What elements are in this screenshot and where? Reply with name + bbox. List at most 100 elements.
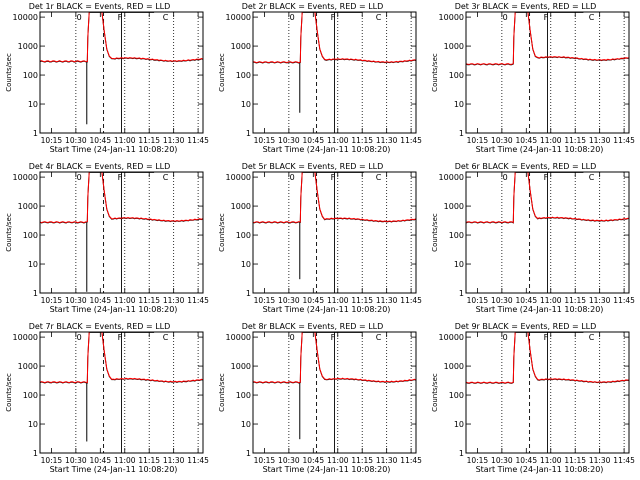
lld-series-line bbox=[466, 12, 629, 66]
y-tick-label: 1000 bbox=[444, 362, 464, 371]
plot-frame bbox=[465, 171, 630, 294]
x-tick-label: 10:15 bbox=[254, 296, 276, 305]
panel-title: Det 4r BLACK = Events, RED = LLD bbox=[29, 162, 171, 171]
panel-title: Det 9r BLACK = Events, RED = LLD bbox=[455, 322, 597, 331]
x-tick-label: 10:45 bbox=[302, 296, 324, 305]
y-tick-label: 10 bbox=[28, 420, 38, 429]
x-tick-label: 10:30 bbox=[491, 296, 513, 305]
x-tick-label: 10:45 bbox=[302, 456, 324, 465]
y-tick-label: 10000 bbox=[226, 173, 251, 182]
y-axis-label: Counts/sec bbox=[431, 53, 439, 92]
x-tick-label: 11:45 bbox=[613, 296, 635, 305]
x-tick-label: 11:30 bbox=[376, 136, 398, 145]
plot-frame bbox=[39, 11, 204, 134]
plot-frame bbox=[39, 171, 204, 294]
attenuator-state-label: C bbox=[163, 173, 169, 182]
x-tick-label: 10:15 bbox=[41, 456, 63, 465]
y-tick-label: 1000 bbox=[231, 202, 251, 211]
x-tick-label: 11:45 bbox=[400, 456, 422, 465]
x-tick-label: 10:45 bbox=[515, 456, 537, 465]
x-tick-label: 10:15 bbox=[41, 296, 63, 305]
attenuator-state-label: 0 bbox=[503, 13, 508, 22]
attenuator-state-label: F bbox=[331, 173, 336, 182]
y-axis-label: Counts/sec bbox=[5, 213, 13, 252]
x-tick-label: 11:15 bbox=[564, 136, 586, 145]
y-tick-label: 1000 bbox=[18, 362, 38, 371]
y-tick-label: 10000 bbox=[13, 333, 38, 342]
lld-series-line bbox=[40, 332, 203, 384]
attenuator-state-label: C bbox=[376, 333, 382, 342]
attenuator-state-label: F bbox=[331, 333, 336, 342]
y-tick-label: 100 bbox=[236, 71, 251, 80]
plot-frame bbox=[252, 331, 417, 454]
x-axis-label: Start Time (24-Jan-11 10:08:20) bbox=[263, 465, 391, 474]
attenuator-state-label: C bbox=[376, 173, 382, 182]
x-tick-label: 11:15 bbox=[138, 296, 160, 305]
y-tick-label: 100 bbox=[236, 231, 251, 240]
y-tick-label: 100 bbox=[449, 231, 464, 240]
y-axis-label: Counts/sec bbox=[5, 53, 13, 92]
x-tick-label: 11:15 bbox=[138, 136, 160, 145]
x-tick-label: 11:00 bbox=[327, 136, 349, 145]
y-tick-label: 1 bbox=[459, 289, 464, 298]
attenuator-state-label: C bbox=[163, 13, 169, 22]
x-axis-label: Start Time (24-Jan-11 10:08:20) bbox=[263, 145, 391, 154]
detector-panel: Det 2r BLACK = Events, RED = LLD 1 10 100 10… bbox=[218, 2, 422, 154]
y-axis-label: Counts/sec bbox=[218, 53, 226, 92]
y-tick-label: 1 bbox=[246, 289, 251, 298]
x-tick-label: 11:15 bbox=[351, 456, 373, 465]
attenuator-state-label: 0 bbox=[290, 173, 295, 182]
lld-series-line bbox=[253, 172, 416, 224]
y-tick-label: 1 bbox=[33, 129, 38, 138]
y-tick-label: 1 bbox=[246, 449, 251, 458]
y-tick-label: 1 bbox=[33, 289, 38, 298]
x-tick-label: 11:45 bbox=[187, 296, 209, 305]
x-tick-label: 10:30 bbox=[65, 136, 87, 145]
x-tick-label: 11:30 bbox=[589, 296, 611, 305]
attenuator-state-label: F bbox=[118, 333, 123, 342]
attenuator-state-label: F bbox=[544, 333, 549, 342]
y-tick-label: 1000 bbox=[18, 42, 38, 51]
plot-frame bbox=[39, 331, 204, 454]
detector-panel: Det 6r BLACK = Events, RED = LLD 1 10 100 10… bbox=[431, 162, 635, 314]
y-tick-label: 100 bbox=[23, 391, 38, 400]
x-tick-label: 10:45 bbox=[89, 296, 111, 305]
x-axis-label: Start Time (24-Jan-11 10:08:20) bbox=[50, 465, 178, 474]
attenuator-state-label: C bbox=[376, 13, 382, 22]
detector-panel: Det 7r BLACK = Events, RED = LLD 1 10 100 10… bbox=[5, 322, 209, 474]
attenuator-state-label: F bbox=[544, 173, 549, 182]
y-tick-label: 100 bbox=[23, 71, 38, 80]
detector-panel: Det 1r BLACK = Events, RED = LLD 1 10 100 10… bbox=[5, 2, 209, 154]
x-tick-label: 11:30 bbox=[163, 296, 185, 305]
x-tick-label: 11:00 bbox=[327, 296, 349, 305]
x-tick-label: 10:30 bbox=[278, 136, 300, 145]
x-tick-label: 11:30 bbox=[589, 456, 611, 465]
y-tick-label: 10000 bbox=[226, 13, 251, 22]
y-tick-label: 1 bbox=[459, 129, 464, 138]
attenuator-state-label: F bbox=[118, 173, 123, 182]
lld-series-line bbox=[466, 332, 629, 384]
attenuator-state-label: F bbox=[331, 13, 336, 22]
x-axis-label: Start Time (24-Jan-11 10:08:20) bbox=[476, 465, 604, 474]
y-tick-label: 1 bbox=[459, 449, 464, 458]
y-tick-label: 100 bbox=[449, 71, 464, 80]
detector-panel: Det 9r BLACK = Events, RED = LLD 1 10 100 10… bbox=[431, 322, 635, 474]
x-tick-label: 11:15 bbox=[564, 296, 586, 305]
x-tick-label: 10:15 bbox=[41, 136, 63, 145]
y-axis-label: Counts/sec bbox=[218, 213, 226, 252]
x-tick-label: 11:45 bbox=[187, 136, 209, 145]
x-tick-label: 10:45 bbox=[515, 296, 537, 305]
attenuator-state-label: 0 bbox=[77, 13, 82, 22]
x-tick-label: 11:00 bbox=[114, 456, 136, 465]
x-tick-label: 11:30 bbox=[589, 136, 611, 145]
x-tick-label: 11:45 bbox=[400, 136, 422, 145]
x-tick-label: 10:30 bbox=[491, 136, 513, 145]
panel-title: Det 6r BLACK = Events, RED = LLD bbox=[455, 162, 597, 171]
x-tick-label: 10:30 bbox=[65, 456, 87, 465]
y-tick-label: 10 bbox=[454, 260, 464, 269]
plot-frame bbox=[465, 11, 630, 134]
x-axis-label: Start Time (24-Jan-11 10:08:20) bbox=[476, 305, 604, 314]
attenuator-state-label: C bbox=[163, 333, 169, 342]
panel-title: Det 1r BLACK = Events, RED = LLD bbox=[29, 2, 171, 11]
